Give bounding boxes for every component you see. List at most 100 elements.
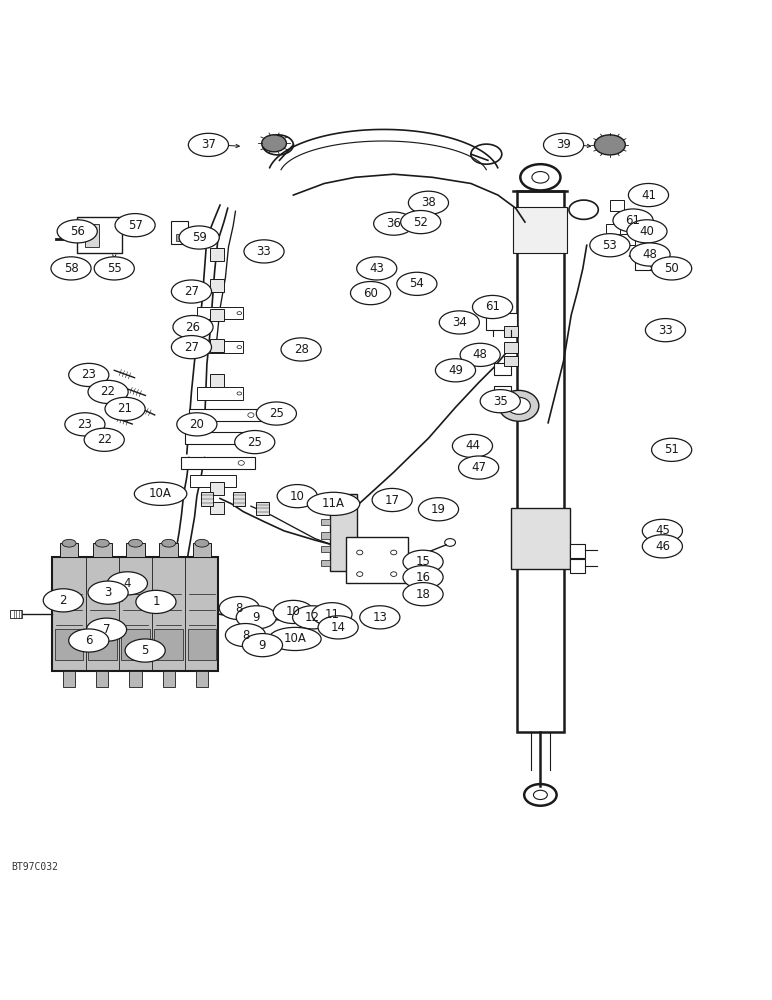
Text: 38: 38 (421, 196, 436, 209)
Bar (621, 211, 635, 222)
Ellipse shape (613, 209, 653, 232)
Ellipse shape (312, 603, 352, 626)
Ellipse shape (171, 280, 212, 303)
Ellipse shape (62, 539, 76, 547)
Text: 10: 10 (290, 490, 305, 503)
Text: 60: 60 (363, 287, 378, 300)
Ellipse shape (372, 488, 412, 512)
Text: 16: 16 (415, 571, 431, 584)
Bar (610, 200, 624, 211)
Bar (504, 342, 518, 353)
Text: 13: 13 (372, 611, 388, 624)
Bar (197, 341, 243, 353)
Ellipse shape (115, 214, 155, 237)
Text: 45: 45 (655, 524, 670, 537)
Ellipse shape (401, 211, 441, 234)
Bar (633, 248, 647, 259)
Ellipse shape (628, 183, 669, 207)
Text: 9: 9 (252, 611, 260, 624)
Ellipse shape (480, 390, 520, 413)
Ellipse shape (236, 606, 276, 629)
Ellipse shape (642, 519, 682, 542)
Ellipse shape (134, 482, 187, 505)
Ellipse shape (171, 336, 212, 359)
Bar (197, 387, 243, 400)
Ellipse shape (360, 606, 400, 629)
Text: 6: 6 (85, 634, 93, 647)
Text: 26: 26 (185, 321, 201, 334)
Bar (641, 258, 655, 268)
Ellipse shape (256, 402, 296, 425)
Bar (321, 532, 330, 539)
Ellipse shape (219, 596, 259, 620)
Ellipse shape (403, 566, 443, 589)
Bar (210, 309, 224, 321)
Ellipse shape (318, 616, 358, 639)
Ellipse shape (293, 606, 333, 629)
Ellipse shape (51, 257, 91, 280)
Text: 22: 22 (100, 385, 116, 398)
Ellipse shape (244, 240, 284, 263)
Ellipse shape (69, 363, 109, 387)
Bar (621, 234, 635, 245)
Bar (606, 224, 620, 234)
Bar (55, 629, 83, 660)
Bar (210, 339, 224, 352)
Ellipse shape (107, 572, 147, 595)
Ellipse shape (594, 135, 625, 155)
Bar (159, 543, 178, 557)
Text: 57: 57 (127, 219, 143, 232)
Text: 9: 9 (259, 639, 266, 652)
Bar (321, 505, 330, 511)
Bar (210, 374, 224, 387)
Bar (210, 279, 224, 292)
Ellipse shape (69, 629, 109, 652)
Text: 18: 18 (415, 588, 431, 601)
Ellipse shape (357, 257, 397, 280)
Text: 17: 17 (384, 493, 400, 506)
Text: 41: 41 (641, 189, 656, 202)
Ellipse shape (96, 539, 110, 547)
Text: 11A: 11A (322, 497, 345, 510)
Ellipse shape (652, 438, 692, 461)
Ellipse shape (403, 583, 443, 606)
Ellipse shape (57, 220, 97, 243)
Ellipse shape (105, 397, 145, 420)
Bar (494, 363, 511, 375)
Text: 5: 5 (141, 644, 149, 657)
Bar (88, 629, 117, 660)
Ellipse shape (418, 498, 459, 521)
Ellipse shape (84, 428, 124, 451)
Bar (171, 221, 188, 244)
Text: 49: 49 (448, 364, 463, 377)
Bar (504, 356, 518, 366)
Text: 28: 28 (293, 343, 309, 356)
Bar (85, 224, 99, 247)
Ellipse shape (403, 550, 443, 573)
Ellipse shape (627, 220, 667, 243)
Ellipse shape (543, 133, 584, 156)
Text: 3: 3 (104, 586, 112, 599)
Ellipse shape (225, 624, 266, 647)
Ellipse shape (435, 359, 476, 382)
Ellipse shape (277, 485, 317, 508)
Text: 36: 36 (386, 217, 401, 230)
Ellipse shape (472, 295, 513, 319)
Bar (570, 544, 585, 558)
Text: 50: 50 (664, 262, 679, 275)
Ellipse shape (645, 319, 686, 342)
Bar (197, 307, 243, 319)
Text: 1: 1 (152, 595, 160, 608)
Text: 22: 22 (96, 433, 112, 446)
Text: 23: 23 (77, 418, 93, 431)
Text: 58: 58 (63, 262, 79, 275)
Text: 53: 53 (602, 239, 618, 252)
Text: 19: 19 (431, 503, 446, 516)
Bar (193, 543, 212, 557)
Ellipse shape (86, 618, 127, 641)
Bar (176, 234, 181, 241)
Bar (197, 432, 243, 444)
Bar (321, 560, 330, 566)
Text: 51: 51 (664, 443, 679, 456)
Text: 55: 55 (107, 262, 122, 275)
